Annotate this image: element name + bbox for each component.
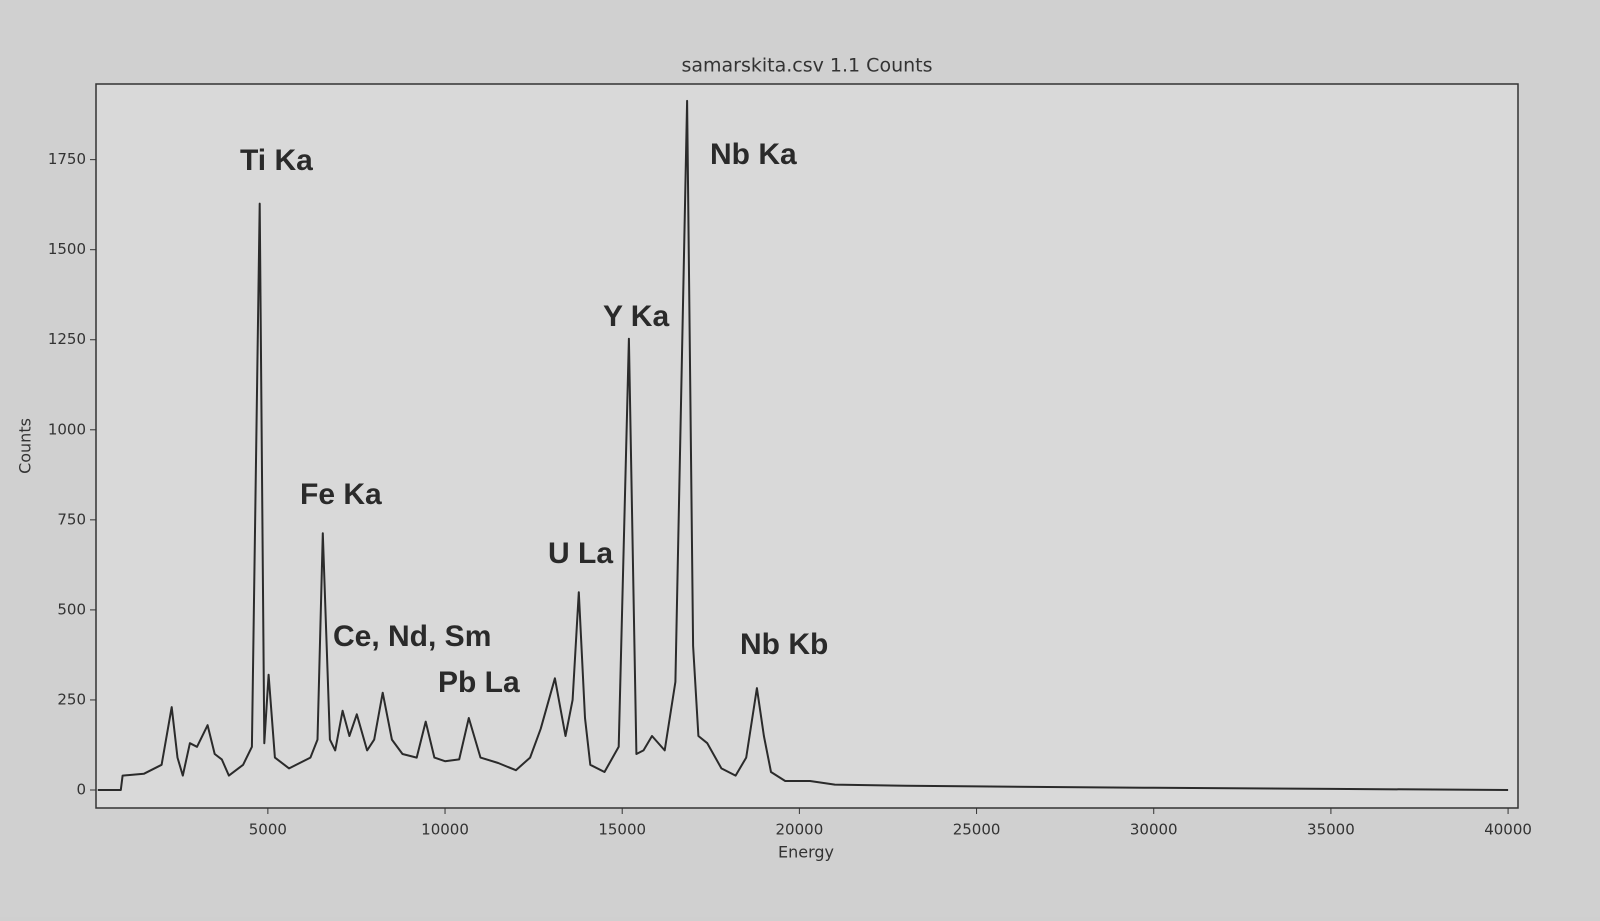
x-tick-label: 15000 <box>598 821 646 839</box>
plot-area <box>95 83 1519 809</box>
y-tick-label: 0 <box>76 780 86 798</box>
y-tick-label: 1500 <box>48 240 86 258</box>
spectrum-line <box>97 99 1509 791</box>
x-tick-label: 40000 <box>1484 821 1532 839</box>
y-tick-label: 750 <box>57 510 86 528</box>
annotation: Ti Ka <box>240 144 313 177</box>
x-tick-label: 10000 <box>421 821 469 839</box>
y-tick-label: 1000 <box>48 420 86 438</box>
annotation: Y Ka <box>603 300 669 333</box>
x-tick-label: 20000 <box>776 821 824 839</box>
chart-title: samarskita.csv 1.1 Counts <box>681 55 932 77</box>
annotation: Fe Ka <box>300 478 382 511</box>
x-axis-label: Energy <box>778 843 834 862</box>
x-tick-label: 35000 <box>1307 821 1355 839</box>
x-tick-label: 5000 <box>249 821 287 839</box>
annotation: U La <box>548 537 613 570</box>
y-tick-label: 1750 <box>48 150 86 168</box>
annotation: Ce, Nd, Sm <box>333 620 491 653</box>
x-tick-label: 25000 <box>953 821 1001 839</box>
y-axis-label: Counts <box>16 418 35 474</box>
annotation: Nb Ka <box>710 138 797 171</box>
y-tick-label: 1250 <box>48 330 86 348</box>
annotation: Pb La <box>438 666 520 699</box>
annotation: Nb Kb <box>740 628 828 661</box>
y-tick-label: 500 <box>57 600 86 618</box>
x-tick-label: 30000 <box>1130 821 1178 839</box>
y-tick-label: 250 <box>57 690 86 708</box>
